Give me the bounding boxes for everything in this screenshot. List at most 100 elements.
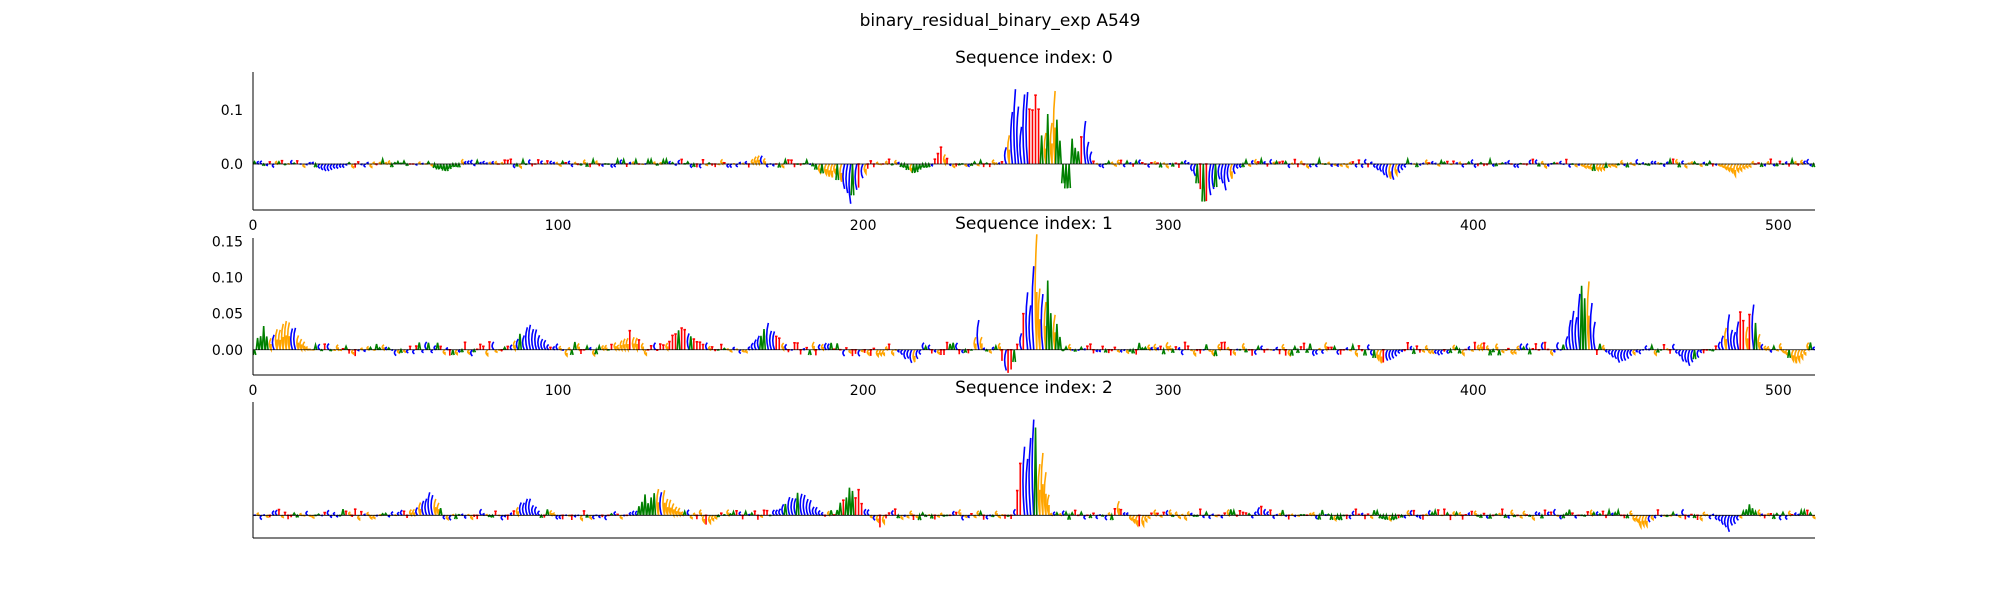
logo-letter [1040, 293, 1044, 350]
logo-letter [1394, 349, 1398, 357]
logo-letter [1603, 161, 1609, 169]
logo-letter [1022, 312, 1025, 350]
logo-letter [1454, 345, 1459, 351]
logo-letter [920, 161, 925, 168]
logo-letter [906, 349, 910, 359]
logo-letter [819, 163, 825, 174]
logo-letter [604, 514, 608, 521]
logo-letter [860, 502, 863, 516]
logo-letter [1559, 514, 1562, 520]
logo-letter [1134, 348, 1138, 355]
logo-letter [1690, 349, 1694, 363]
logo-letter [1522, 510, 1526, 517]
logo-letter [469, 514, 474, 521]
logo-letter [1086, 345, 1089, 350]
logo-letter [659, 492, 663, 516]
logo-letter [475, 514, 479, 520]
logo-letter [1220, 341, 1223, 350]
logo-letter [1586, 163, 1590, 170]
logo-letter [805, 498, 809, 516]
logo-letter [350, 349, 355, 356]
logo-letter [1388, 349, 1392, 361]
logo-letter [1354, 508, 1358, 516]
logo-letter [1363, 158, 1367, 165]
logo-letter [1280, 509, 1285, 516]
logo-letter [1803, 160, 1806, 165]
logo-letter [1510, 349, 1514, 356]
logo-letter [1177, 514, 1181, 520]
logo-letter [1357, 345, 1361, 350]
logo-letter [1687, 349, 1691, 367]
logo-letter [515, 506, 519, 518]
logo-letter [1382, 348, 1385, 363]
logo-letter [503, 159, 506, 164]
logo-letter [579, 514, 584, 522]
logo-letter [1372, 510, 1377, 516]
logo-letter [1165, 341, 1169, 352]
logo-letter [1022, 446, 1026, 516]
logo-letter [485, 349, 489, 358]
logo-letter [848, 349, 852, 355]
logo-letter [1009, 348, 1013, 370]
logo-letter [255, 337, 260, 350]
logo-letter [926, 161, 931, 168]
logo-letter [872, 163, 876, 168]
logo-letter [1293, 158, 1297, 164]
logo-letter [1470, 510, 1474, 516]
logo-letter [832, 163, 837, 176]
logo-letter [524, 498, 529, 516]
logo-letter [390, 511, 394, 517]
logo-letter [261, 325, 266, 350]
logo-letter [1531, 514, 1535, 522]
logo-letter [1147, 163, 1151, 168]
logo-letter [866, 163, 870, 169]
logo-letter [1692, 349, 1697, 360]
logo-letter [1720, 163, 1725, 169]
logo-letter [380, 512, 385, 516]
x-tick-label: 0 [249, 218, 258, 234]
logo-letter [1726, 314, 1731, 350]
logo-letter [961, 349, 964, 354]
figure-suptitle: binary_residual_binary_exp A549 [860, 11, 1141, 31]
logo-letter [1345, 514, 1348, 520]
logo-letter [1324, 341, 1328, 352]
logo-letter [1317, 512, 1322, 520]
logo-letter [1250, 159, 1254, 165]
logo-letter [878, 514, 882, 528]
logo-letter [1437, 349, 1441, 356]
logo-letter [1076, 151, 1081, 165]
logo-letter [863, 348, 866, 353]
logo-letter [1254, 511, 1257, 517]
logo-letter [1589, 302, 1593, 350]
logo-letter [1054, 119, 1059, 165]
logo-letter [784, 343, 788, 351]
logo-letter [1495, 343, 1499, 352]
logo-letter [1647, 514, 1651, 523]
logo-letter [271, 334, 275, 351]
logo-letter [1507, 514, 1511, 519]
logo-letter [1122, 511, 1126, 517]
logo-letter [293, 327, 297, 350]
logo-letter [1607, 507, 1612, 516]
logo-letter [771, 331, 776, 351]
logo-letter [1595, 511, 1599, 517]
logo-letter [1638, 349, 1642, 355]
logo-letter [1681, 160, 1684, 165]
logo-letter [988, 349, 992, 354]
logo-letter [1101, 345, 1104, 350]
logo-letter [1183, 341, 1187, 350]
logo-letter [613, 510, 617, 517]
logo-letter [268, 337, 272, 353]
logo-letter [735, 163, 739, 168]
logo-letter [582, 159, 587, 166]
logo-letter [1534, 343, 1538, 350]
logo-letter [1696, 514, 1699, 521]
logo-letter [875, 514, 879, 524]
logo-letter [274, 509, 278, 516]
logo-letter [1107, 348, 1111, 354]
logo-letter [521, 335, 526, 351]
logo-letter [366, 511, 370, 517]
logo-letter [1684, 514, 1687, 520]
